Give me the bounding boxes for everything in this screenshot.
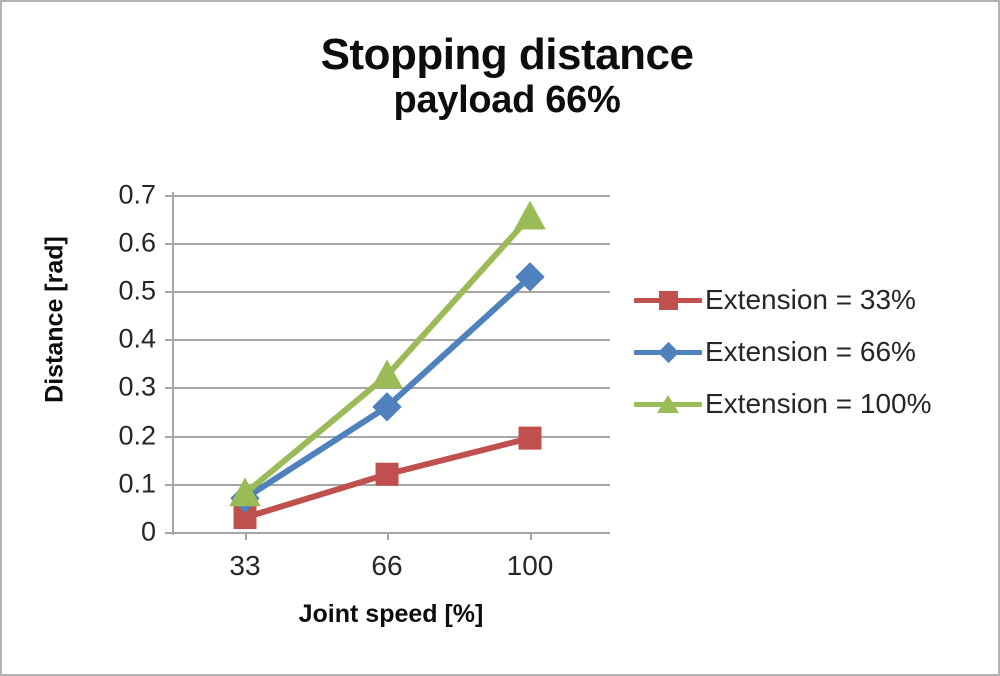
y-tick-mark-0.1: [165, 484, 173, 486]
x-tick-label-66: 66: [371, 550, 403, 581]
series-0-point-1: [375, 462, 399, 486]
series-1-point-1: [372, 392, 402, 422]
legend-item-1[interactable]: Extension = 66%: [634, 326, 984, 378]
legend-label-2: Extension = 100%: [705, 388, 932, 419]
series-2-point-0: [229, 477, 261, 507]
gridline-0.4: [172, 339, 610, 341]
gridline-0.2: [172, 436, 610, 438]
y-tick-mark-0.2: [165, 436, 173, 438]
y-tick-mark-0.5: [165, 291, 173, 293]
series-0-point-2: [518, 426, 542, 450]
series-2-point-1: [371, 359, 403, 389]
x-tick-label-100: 100: [506, 550, 554, 581]
x-tick-mark-33: [245, 532, 247, 540]
legend-key-triangle-icon: [634, 389, 702, 419]
legend-marker-square-icon: [658, 290, 678, 310]
series-1-point-2: [515, 262, 545, 292]
y-tick-mark-0.3: [165, 387, 173, 389]
legend-item-0[interactable]: Extension = 33%: [634, 274, 984, 326]
x-tick-label-33: 33: [229, 550, 261, 581]
legend-marker-diamond-icon: [657, 341, 679, 363]
legend: Extension = 33% Extension = 66% Extension …: [634, 274, 984, 430]
legend-label-1: Extension = 66%: [705, 336, 916, 367]
chart-title: Stopping distance payload 66%: [122, 30, 892, 122]
x-axis-line: [172, 532, 610, 534]
legend-marker-triangle-icon: [657, 395, 679, 413]
y-tick-mark-0.6: [165, 243, 173, 245]
chart-title-subtitle: payload 66%: [393, 79, 621, 122]
y-axis-line: [172, 192, 174, 535]
gridline-0.5: [172, 291, 610, 293]
legend-key-diamond-icon: [634, 337, 702, 367]
y-tick-mark-0.7: [165, 195, 173, 197]
x-tick-mark-100: [530, 532, 532, 540]
x-axis-title: Joint speed [%]: [298, 600, 484, 628]
x-tick-mark-66: [387, 532, 389, 540]
gridline-0.6: [172, 243, 610, 245]
y-tick-mark-0.4: [165, 339, 173, 341]
legend-label-0: Extension = 33%: [705, 284, 916, 315]
gridline-0.7: [172, 195, 610, 197]
series-2-point-2: [514, 200, 546, 230]
legend-item-2[interactable]: Extension = 100%: [634, 378, 984, 430]
legend-key-square-icon: [634, 285, 702, 315]
y-tick-mark-0: [165, 532, 173, 534]
chart-title-main: Stopping distance: [320, 30, 694, 79]
